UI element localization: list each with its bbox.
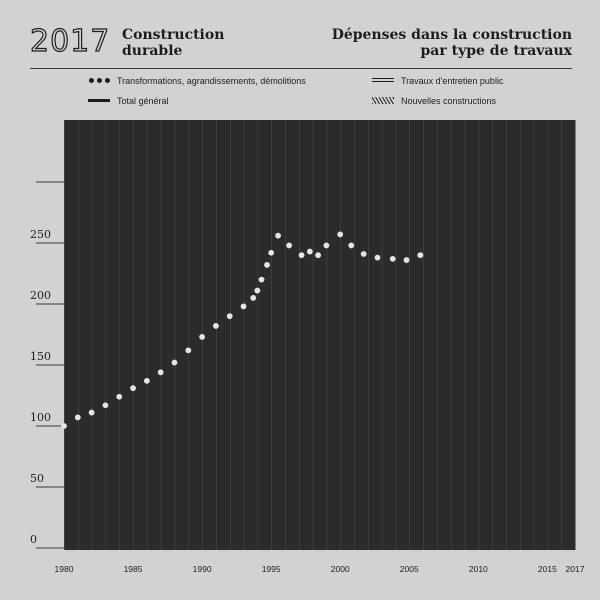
legend-thick-line-icon: [88, 97, 110, 105]
x-tick-label: 1980: [55, 564, 74, 574]
legend-hatch-icon: [372, 97, 394, 105]
y-tick-label: 0: [30, 533, 37, 546]
data-point: [102, 402, 109, 409]
data-point: [323, 242, 330, 249]
data-point: [275, 232, 281, 239]
data-point: [306, 248, 313, 255]
legend-item-total: Total général: [88, 96, 169, 106]
y-tick-label: 250: [30, 228, 51, 241]
data-point: [298, 252, 305, 259]
data-point: [268, 249, 275, 256]
data-point: [258, 276, 265, 283]
data-point: [213, 323, 219, 329]
y-tick-label: 200: [30, 289, 51, 302]
legend-item-entretien: Travaux d'entretien public: [372, 76, 503, 86]
data-point: [74, 414, 81, 421]
data-point: [286, 242, 293, 249]
data-point: [348, 242, 355, 249]
x-tick-label: 1995: [262, 564, 281, 574]
x-axis-labels: 1980 1985 1990 1995 2000 2005 2010 2015 2017: [55, 564, 585, 574]
y-tick-label: 100: [30, 411, 51, 424]
data-point: [226, 313, 233, 320]
x-tick-label: 1990: [193, 564, 212, 574]
data-point: [337, 231, 344, 238]
chart-title-line-2: par type de travaux: [420, 43, 573, 59]
legend-item-nouvelles: Nouvelles constructions: [372, 96, 496, 106]
chart-title: Dépenses dans la construction par type d…: [292, 27, 572, 59]
data-point: [130, 385, 136, 392]
data-point: [315, 252, 322, 259]
legend-item-transformations: Transformations, agrandissements, démoli…: [88, 76, 306, 86]
data-point: [403, 257, 410, 263]
data-point: [61, 423, 67, 429]
report-year: 2017: [29, 23, 111, 59]
y-axis-lines: [36, 181, 64, 549]
y-axis-labels: 0 50 100 150 200 250: [30, 228, 51, 546]
data-point: [417, 252, 424, 259]
y-tick-label: 150: [30, 350, 51, 363]
data-point: [88, 409, 95, 416]
data-point: [143, 377, 150, 384]
data-point: [264, 262, 270, 268]
legend-label-entretien: Travaux d'entretien public: [401, 76, 504, 86]
data-point: [185, 347, 192, 354]
legend-label-total: Total général: [117, 96, 169, 106]
report-title: Construction durable: [122, 27, 282, 59]
x-tick-label: 2017: [566, 564, 585, 574]
plot-area: [64, 120, 575, 550]
series-transformations: [61, 231, 424, 429]
vertical-grid: [64, 120, 576, 550]
data-point: [157, 369, 164, 376]
legend-label-nouvelles: Nouvelles constructions: [401, 96, 497, 106]
x-tick-label: 2015: [538, 564, 557, 574]
data-point: [240, 303, 247, 310]
x-tick-label: 2005: [400, 564, 419, 574]
data-point: [254, 287, 261, 294]
legend-double-line-icon: [372, 77, 394, 85]
x-tick-label: 2010: [469, 564, 488, 574]
header-divider: [30, 68, 572, 69]
report-title-line-1: Construction: [122, 27, 225, 43]
report-title-line-2: durable: [122, 43, 183, 59]
data-point: [116, 393, 123, 400]
chart-title-line-1: Dépenses dans la construction: [331, 27, 572, 43]
x-tick-label: 1985: [124, 564, 143, 574]
legend-dots-icon: [88, 77, 110, 85]
data-point: [389, 255, 396, 262]
data-point: [250, 295, 257, 301]
legend-label-transformations: Transformations, agrandissements, démoli…: [117, 76, 306, 86]
x-tick-label: 2000: [331, 564, 350, 574]
data-point: [374, 254, 381, 261]
data-point: [171, 359, 178, 366]
y-tick-label: 50: [30, 472, 44, 485]
data-point: [199, 334, 206, 340]
data-point: [360, 251, 367, 257]
